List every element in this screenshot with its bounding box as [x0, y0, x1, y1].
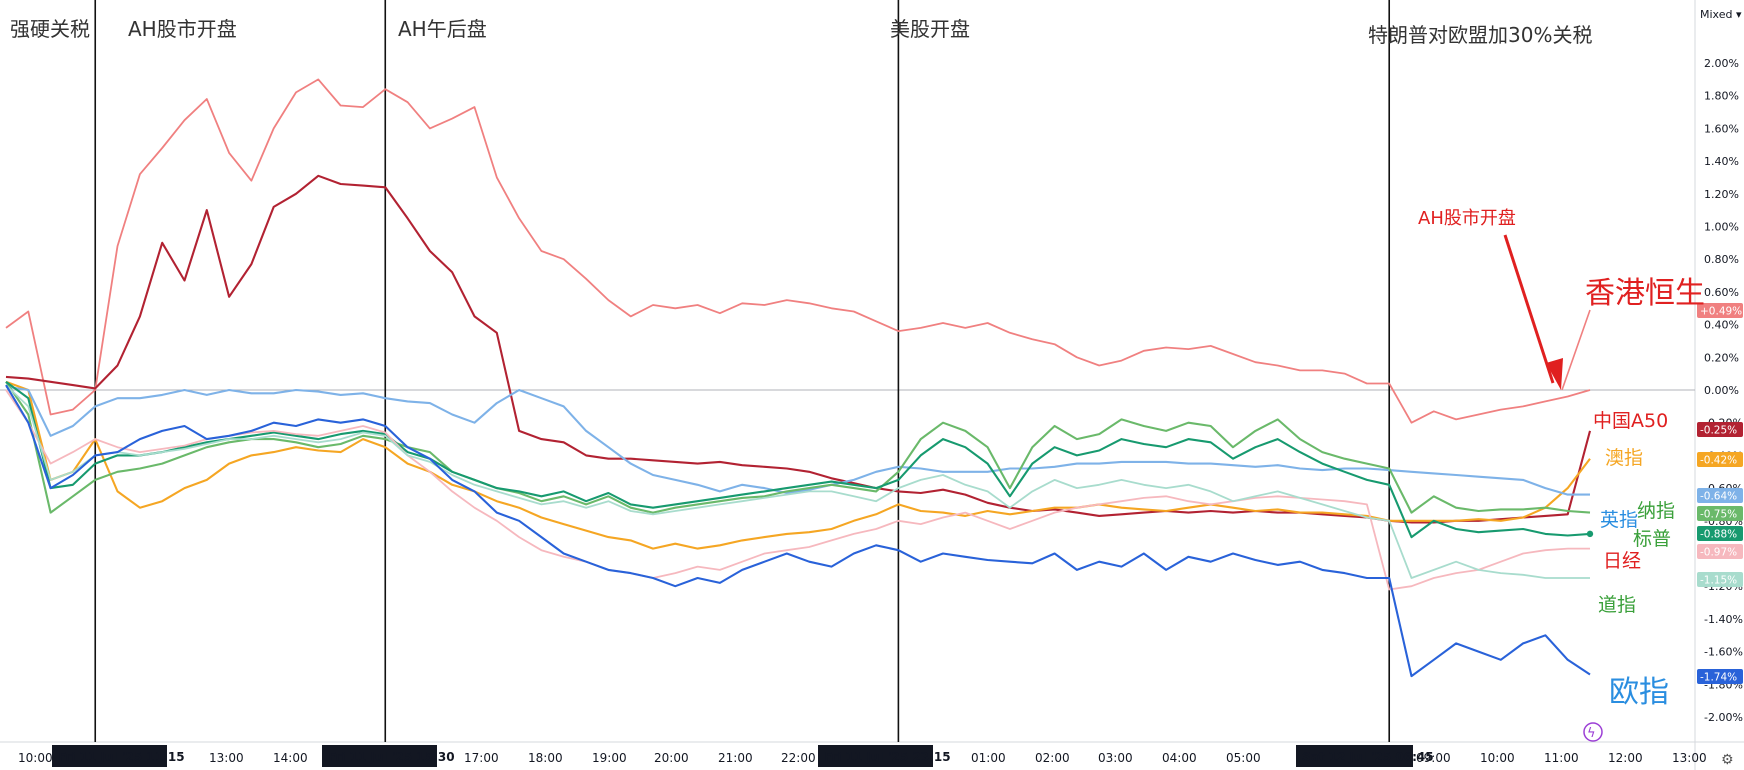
- last-value-label: +0.49%: [1700, 306, 1742, 318]
- last-value-label: -0.97%: [1700, 547, 1737, 559]
- x-tick-label: 03:00: [1098, 751, 1133, 765]
- chart-annotation: 标普: [1633, 528, 1671, 550]
- x-tick-label: 13:00: [1672, 751, 1707, 765]
- x-tick-label: 13:00: [209, 751, 244, 765]
- lightning-icon[interactable]: [1583, 722, 1603, 742]
- x-tick-label: 04:00: [1162, 751, 1197, 765]
- chart-annotation: 纳指: [1637, 500, 1675, 522]
- x-tick-label: 10:00: [18, 751, 53, 765]
- chart-annotation: 道指: [1598, 594, 1636, 616]
- x-tick-label: 09:00: [1416, 751, 1451, 765]
- arrow-head: [1546, 358, 1563, 390]
- y-tick-label: -2.00%: [1704, 711, 1743, 724]
- last-value-label: -0.75%: [1700, 509, 1737, 521]
- x-tick-label: 21:00: [718, 751, 753, 765]
- last-value-badge: [1697, 506, 1743, 521]
- last-value-label: -1.15%: [1700, 575, 1737, 587]
- last-value-label: -0.64%: [1700, 491, 1737, 503]
- last-value-label: -0.88%: [1700, 529, 1737, 541]
- series-line-4[interactable]: [5, 381, 1591, 514]
- y-tick-label: 0.60%: [1704, 286, 1739, 299]
- x-tick-label: 02:00: [1035, 751, 1070, 765]
- event-label: AH股市开盘: [128, 17, 237, 41]
- gear-icon[interactable]: ⚙: [1721, 752, 1734, 768]
- series-line-2[interactable]: [5, 380, 1591, 550]
- x-tick-label: 01:00: [971, 751, 1006, 765]
- series-line-6[interactable]: [5, 389, 1590, 591]
- crosshair-time-label: Fri 11 Jul '25 23:15: [824, 750, 951, 764]
- series-line-3[interactable]: [5, 385, 1590, 496]
- crosshair-time-tag: [52, 745, 167, 767]
- chart-annotation: AH股市开盘: [1418, 208, 1516, 229]
- x-tick-label: 12:00: [1608, 751, 1643, 765]
- series-line-0[interactable]: [5, 78, 1591, 424]
- y-tick-label: 0.00%: [1704, 384, 1739, 397]
- scale-mode-label: Mixed: [1700, 8, 1733, 21]
- last-value-dot: [1586, 530, 1594, 538]
- chart-annotation: 欧指: [1609, 675, 1669, 710]
- last-value-badge: [1697, 669, 1743, 684]
- series-line-8[interactable]: [5, 384, 1591, 678]
- last-value-badge: [1697, 572, 1743, 587]
- x-tick-label: 05:00: [1226, 751, 1261, 765]
- chart-annotation: 中国A50: [1593, 410, 1668, 432]
- x-tick-label: 20:00: [654, 751, 689, 765]
- last-value-label: -1.74%: [1700, 672, 1737, 684]
- y-tick-label: 1.40%: [1704, 155, 1739, 168]
- y-tick-label: 1.20%: [1704, 188, 1739, 201]
- x-tick-label: 10:00: [1480, 751, 1515, 765]
- chevron-down-icon: ▾: [1735, 8, 1742, 21]
- last-value-label: -0.42%: [1700, 455, 1737, 467]
- y-tick-label: 1.80%: [1704, 90, 1739, 103]
- annotation-leader: [1561, 309, 1591, 391]
- event-label: 特朗普对欧盟加30%关税: [1368, 23, 1592, 47]
- last-value-badge: [1697, 544, 1743, 559]
- chart-annotation: 英指: [1600, 509, 1638, 531]
- x-tick-label: 14:00: [273, 751, 308, 765]
- y-tick-label: 2.00%: [1704, 57, 1739, 70]
- last-value-badge: [1697, 422, 1743, 437]
- crosshair-time-tag: [818, 745, 933, 767]
- event-label: 美股开盘: [890, 17, 970, 41]
- y-tick-label: 0.80%: [1704, 253, 1739, 266]
- chart-annotation: 日经: [1603, 550, 1641, 572]
- lightning-glyph: ϟ: [1587, 726, 1596, 741]
- series-line-5[interactable]: [5, 380, 1591, 539]
- crosshair-time-tag: [1296, 745, 1413, 767]
- crosshair-time-label: Fri 11 Jul '25 15:30: [328, 750, 455, 764]
- last-value-badge: [1697, 452, 1743, 467]
- series-line-1[interactable]: [5, 174, 1592, 524]
- scale-mode-dropdown[interactable]: Mixed ▾: [1700, 8, 1742, 21]
- series-line-7[interactable]: [5, 384, 1590, 579]
- y-tick-label: 0.20%: [1704, 351, 1739, 364]
- last-value-badge: [1697, 526, 1743, 541]
- y-tick-label: 1.00%: [1704, 221, 1739, 234]
- y-tick-label: 1.60%: [1704, 122, 1739, 135]
- y-tick-label: 0.40%: [1704, 319, 1739, 332]
- x-tick-label: 17:00: [464, 751, 499, 765]
- y-tick-label: -1.40%: [1704, 613, 1743, 626]
- x-tick-label: 22:00: [781, 751, 816, 765]
- last-value-label: -0.25%: [1700, 425, 1737, 437]
- x-tick-label: 18:00: [528, 751, 563, 765]
- crosshair-time-label: Fri 11 Jul '25 11:15: [58, 750, 185, 764]
- chart-annotation: 澳指: [1605, 447, 1643, 469]
- crosshair-time-label: Sat 12 Jul '25 06:45: [1302, 750, 1434, 764]
- crosshair-time-tag: [322, 745, 437, 767]
- x-tick-label: 19:00: [592, 751, 627, 765]
- event-label: AH午后盘: [398, 17, 487, 41]
- y-tick-label: -1.60%: [1704, 646, 1743, 659]
- annotation-arrow: [1503, 234, 1555, 384]
- last-value-badge: [1697, 488, 1743, 503]
- event-label: 强硬关税: [10, 17, 90, 41]
- x-tick-label: 11:00: [1544, 751, 1579, 765]
- last-value-badge: [1697, 303, 1743, 318]
- chart-annotation: 香港恒生: [1585, 276, 1705, 311]
